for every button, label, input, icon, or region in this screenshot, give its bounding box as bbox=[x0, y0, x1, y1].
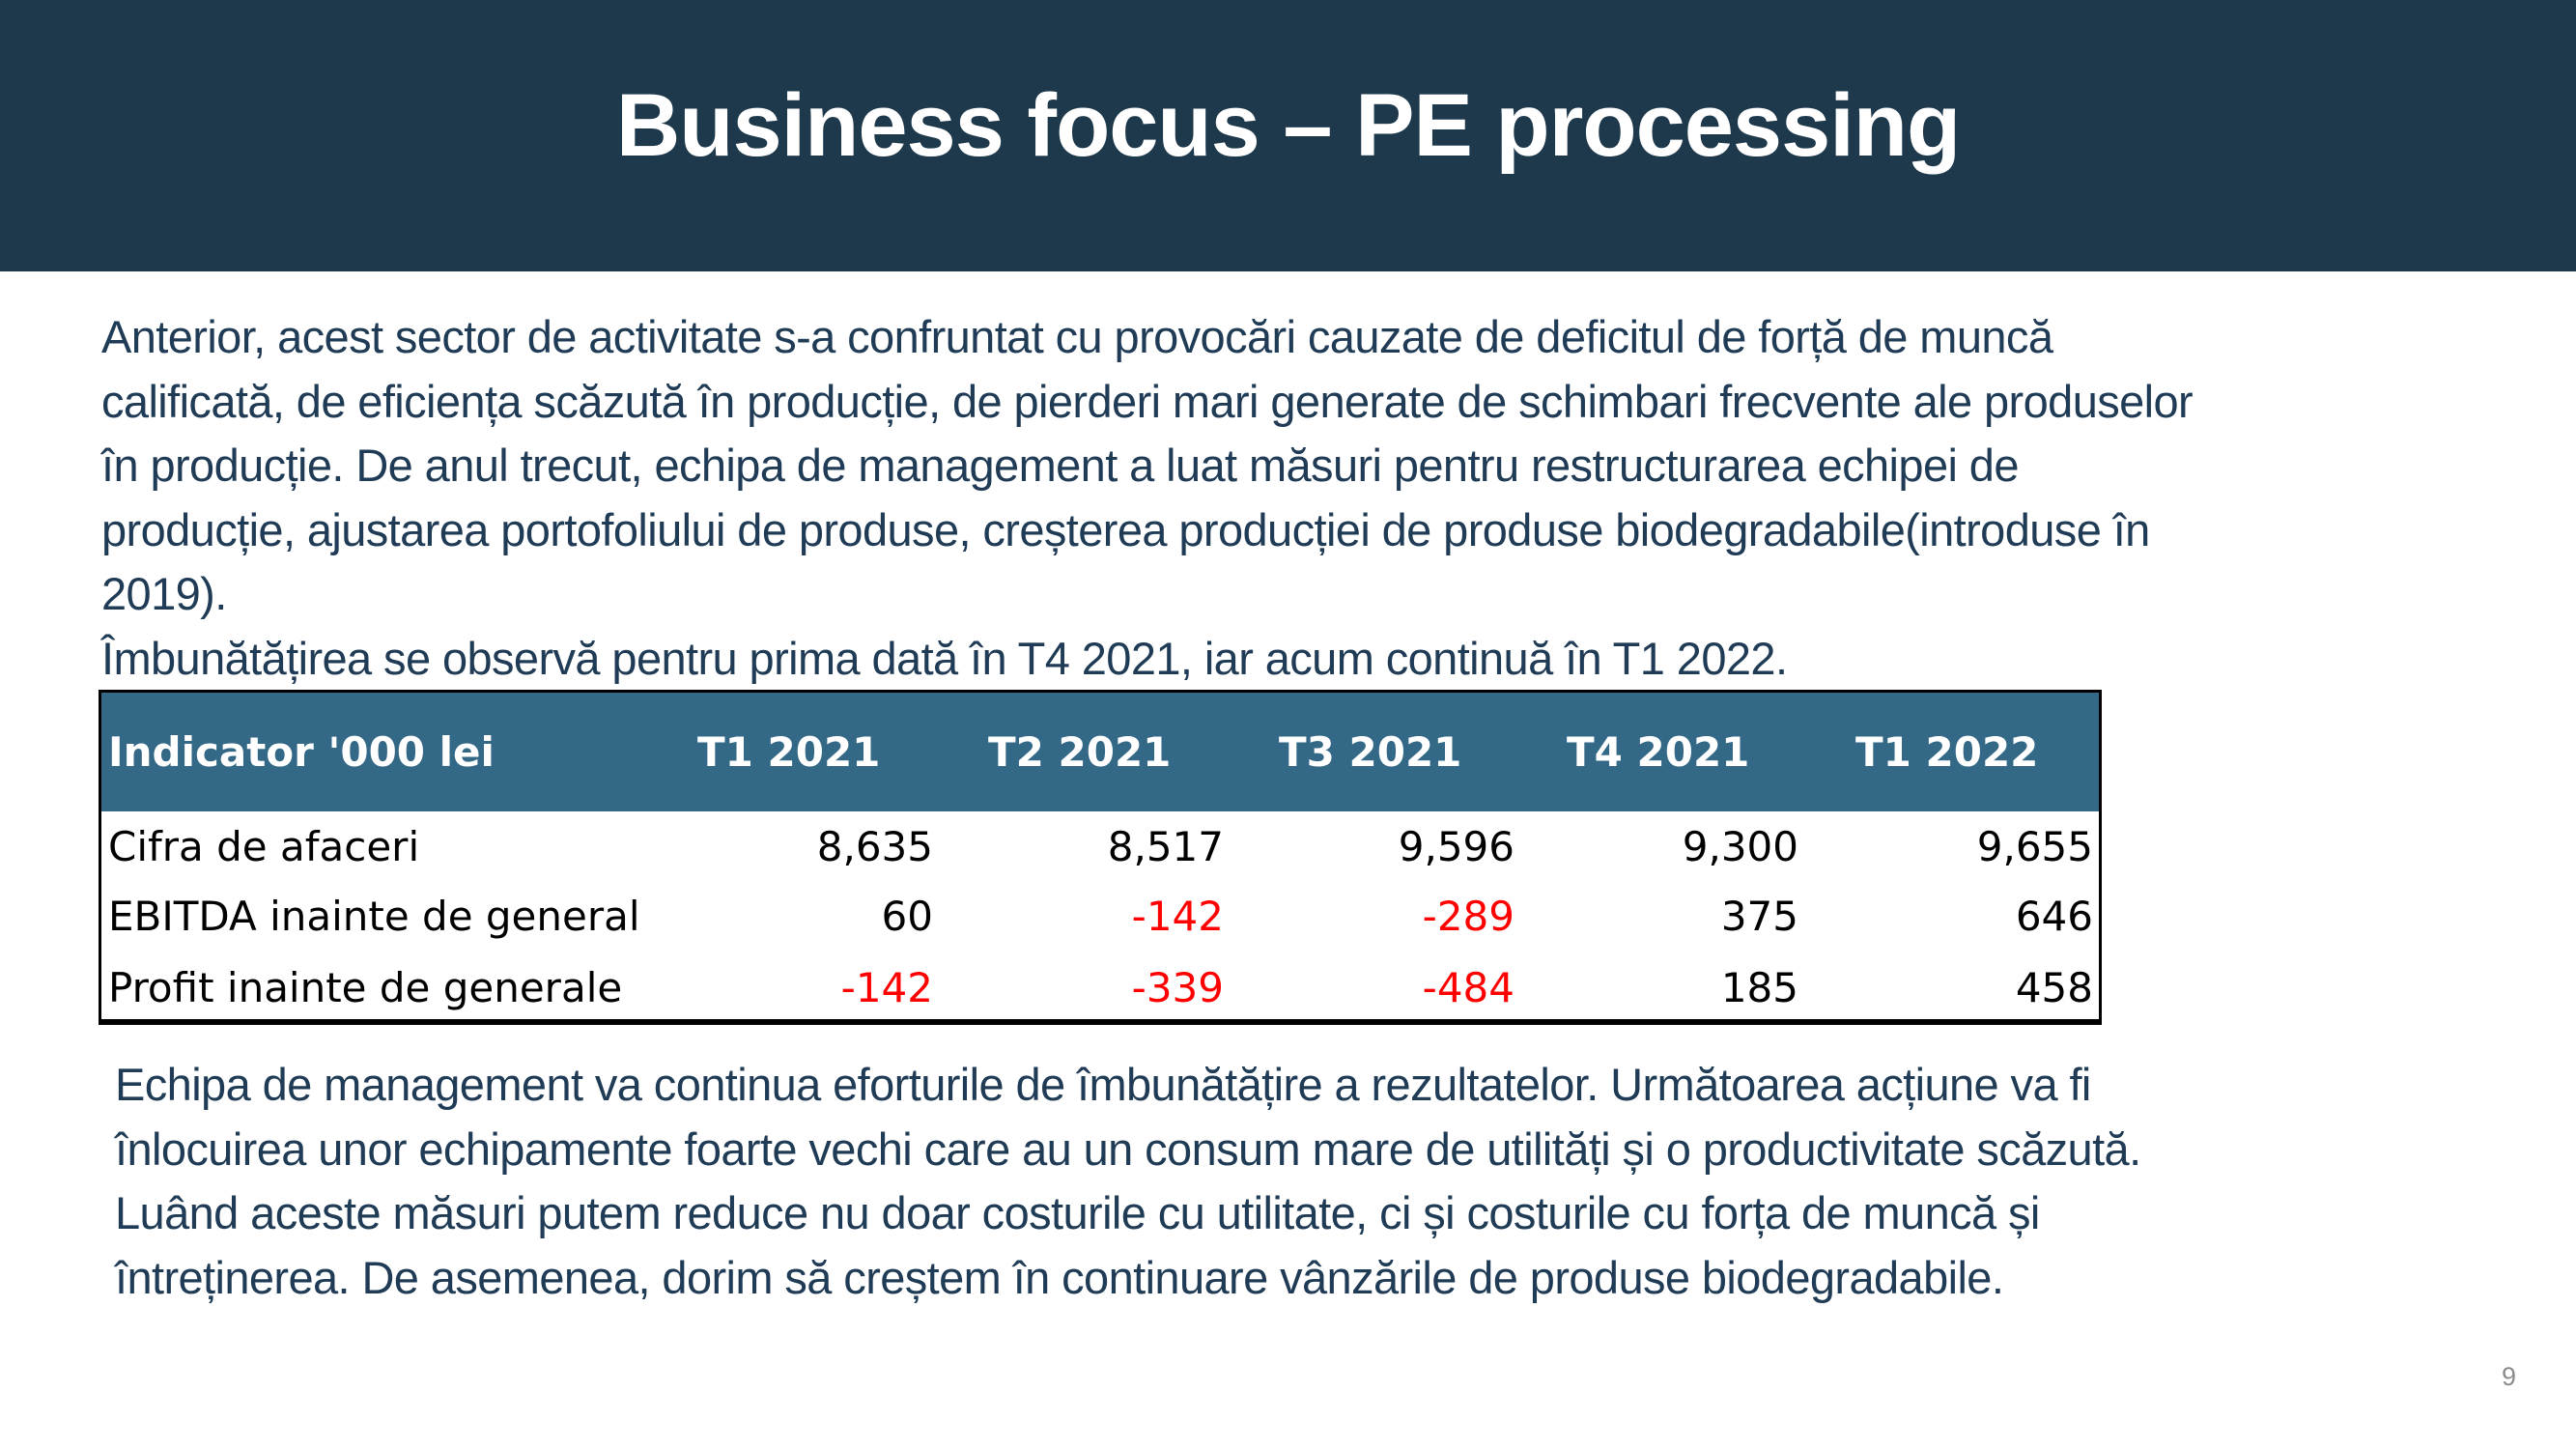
table-header-row: Indicator '000 lei T1 2021 T2 2021 T3 2021 T… bbox=[101, 693, 2099, 811]
text-line: Echipa de management va continua efortur… bbox=[115, 1059, 2091, 1110]
text-line: întreținerea. De asemenea, dorim să creș… bbox=[115, 1251, 2004, 1303]
row-label: Cifra de afaceri bbox=[108, 823, 420, 870]
value-cell: -142 bbox=[1131, 893, 1224, 940]
row-label: EBITDA inainte de general bbox=[108, 893, 640, 940]
outro-paragraph: Echipa de management va continua efortur… bbox=[115, 1053, 2141, 1310]
header-indicator: Indicator '000 lei bbox=[108, 728, 495, 776]
value-cell: -484 bbox=[1422, 964, 1514, 1011]
value-cell: 9,596 bbox=[1398, 823, 1514, 870]
value-cell: 60 bbox=[881, 893, 933, 940]
text-line: calificată, de eficiența scăzută în prod… bbox=[101, 375, 2194, 427]
value-cell: -142 bbox=[840, 964, 933, 1011]
value-cell: 9,655 bbox=[1976, 823, 2093, 870]
header-period: T1 2021 bbox=[697, 728, 881, 776]
text-line: înlocuirea unor echipamente foarte vechi… bbox=[115, 1122, 2141, 1175]
value-cell: 8,635 bbox=[816, 823, 933, 870]
text-line: producție, ajustarea portofoliului de pr… bbox=[101, 503, 2150, 555]
header-period: T4 2021 bbox=[1567, 728, 1750, 776]
value-cell: 185 bbox=[1720, 964, 1798, 1011]
table-row: Profit inainte de generale -142 -339 -484 18… bbox=[101, 953, 2099, 1023]
header-period: T3 2021 bbox=[1279, 728, 1462, 776]
text-line: Luând aceste măsuri putem reduce nu doar… bbox=[115, 1187, 2040, 1238]
text-line: 2019). bbox=[101, 568, 227, 619]
header-period: T2 2021 bbox=[988, 728, 1172, 776]
financial-table: Indicator '000 lei T1 2021 T2 2021 T3 2021 T… bbox=[99, 690, 2102, 1025]
value-cell: 375 bbox=[1720, 893, 1798, 940]
page-number: 9 bbox=[2502, 1362, 2517, 1391]
value-cell: 9,300 bbox=[1682, 823, 1798, 870]
text-line: Anterior, acest sector de activitate s-a… bbox=[101, 311, 2053, 362]
value-cell: 646 bbox=[2015, 893, 2093, 940]
title-band: Business focus – PE processing bbox=[0, 0, 2576, 271]
intro-paragraph: Anterior, acest sector de activitate s-a… bbox=[101, 305, 2194, 691]
text-line: Îmbunătățirea se observă pentru prima da… bbox=[101, 632, 1788, 684]
value-cell: 458 bbox=[2015, 964, 2093, 1011]
row-label: Profit inainte de generale bbox=[108, 964, 623, 1011]
table-row: EBITDA inainte de general 60 -142 -289 375 64… bbox=[101, 882, 2099, 952]
slide-title: Business focus – PE processing bbox=[615, 76, 1961, 175]
header-period: T1 2022 bbox=[1855, 728, 2039, 776]
table-row: Cifra de afaceri 8,635 8,517 9,596 9,300 9,65… bbox=[101, 812, 2099, 882]
value-cell: -289 bbox=[1422, 893, 1514, 940]
value-cell: 8,517 bbox=[1107, 823, 1224, 870]
text-line: în producție. De anul trecut, echipa de … bbox=[101, 440, 2019, 491]
value-cell: -339 bbox=[1131, 964, 1224, 1011]
